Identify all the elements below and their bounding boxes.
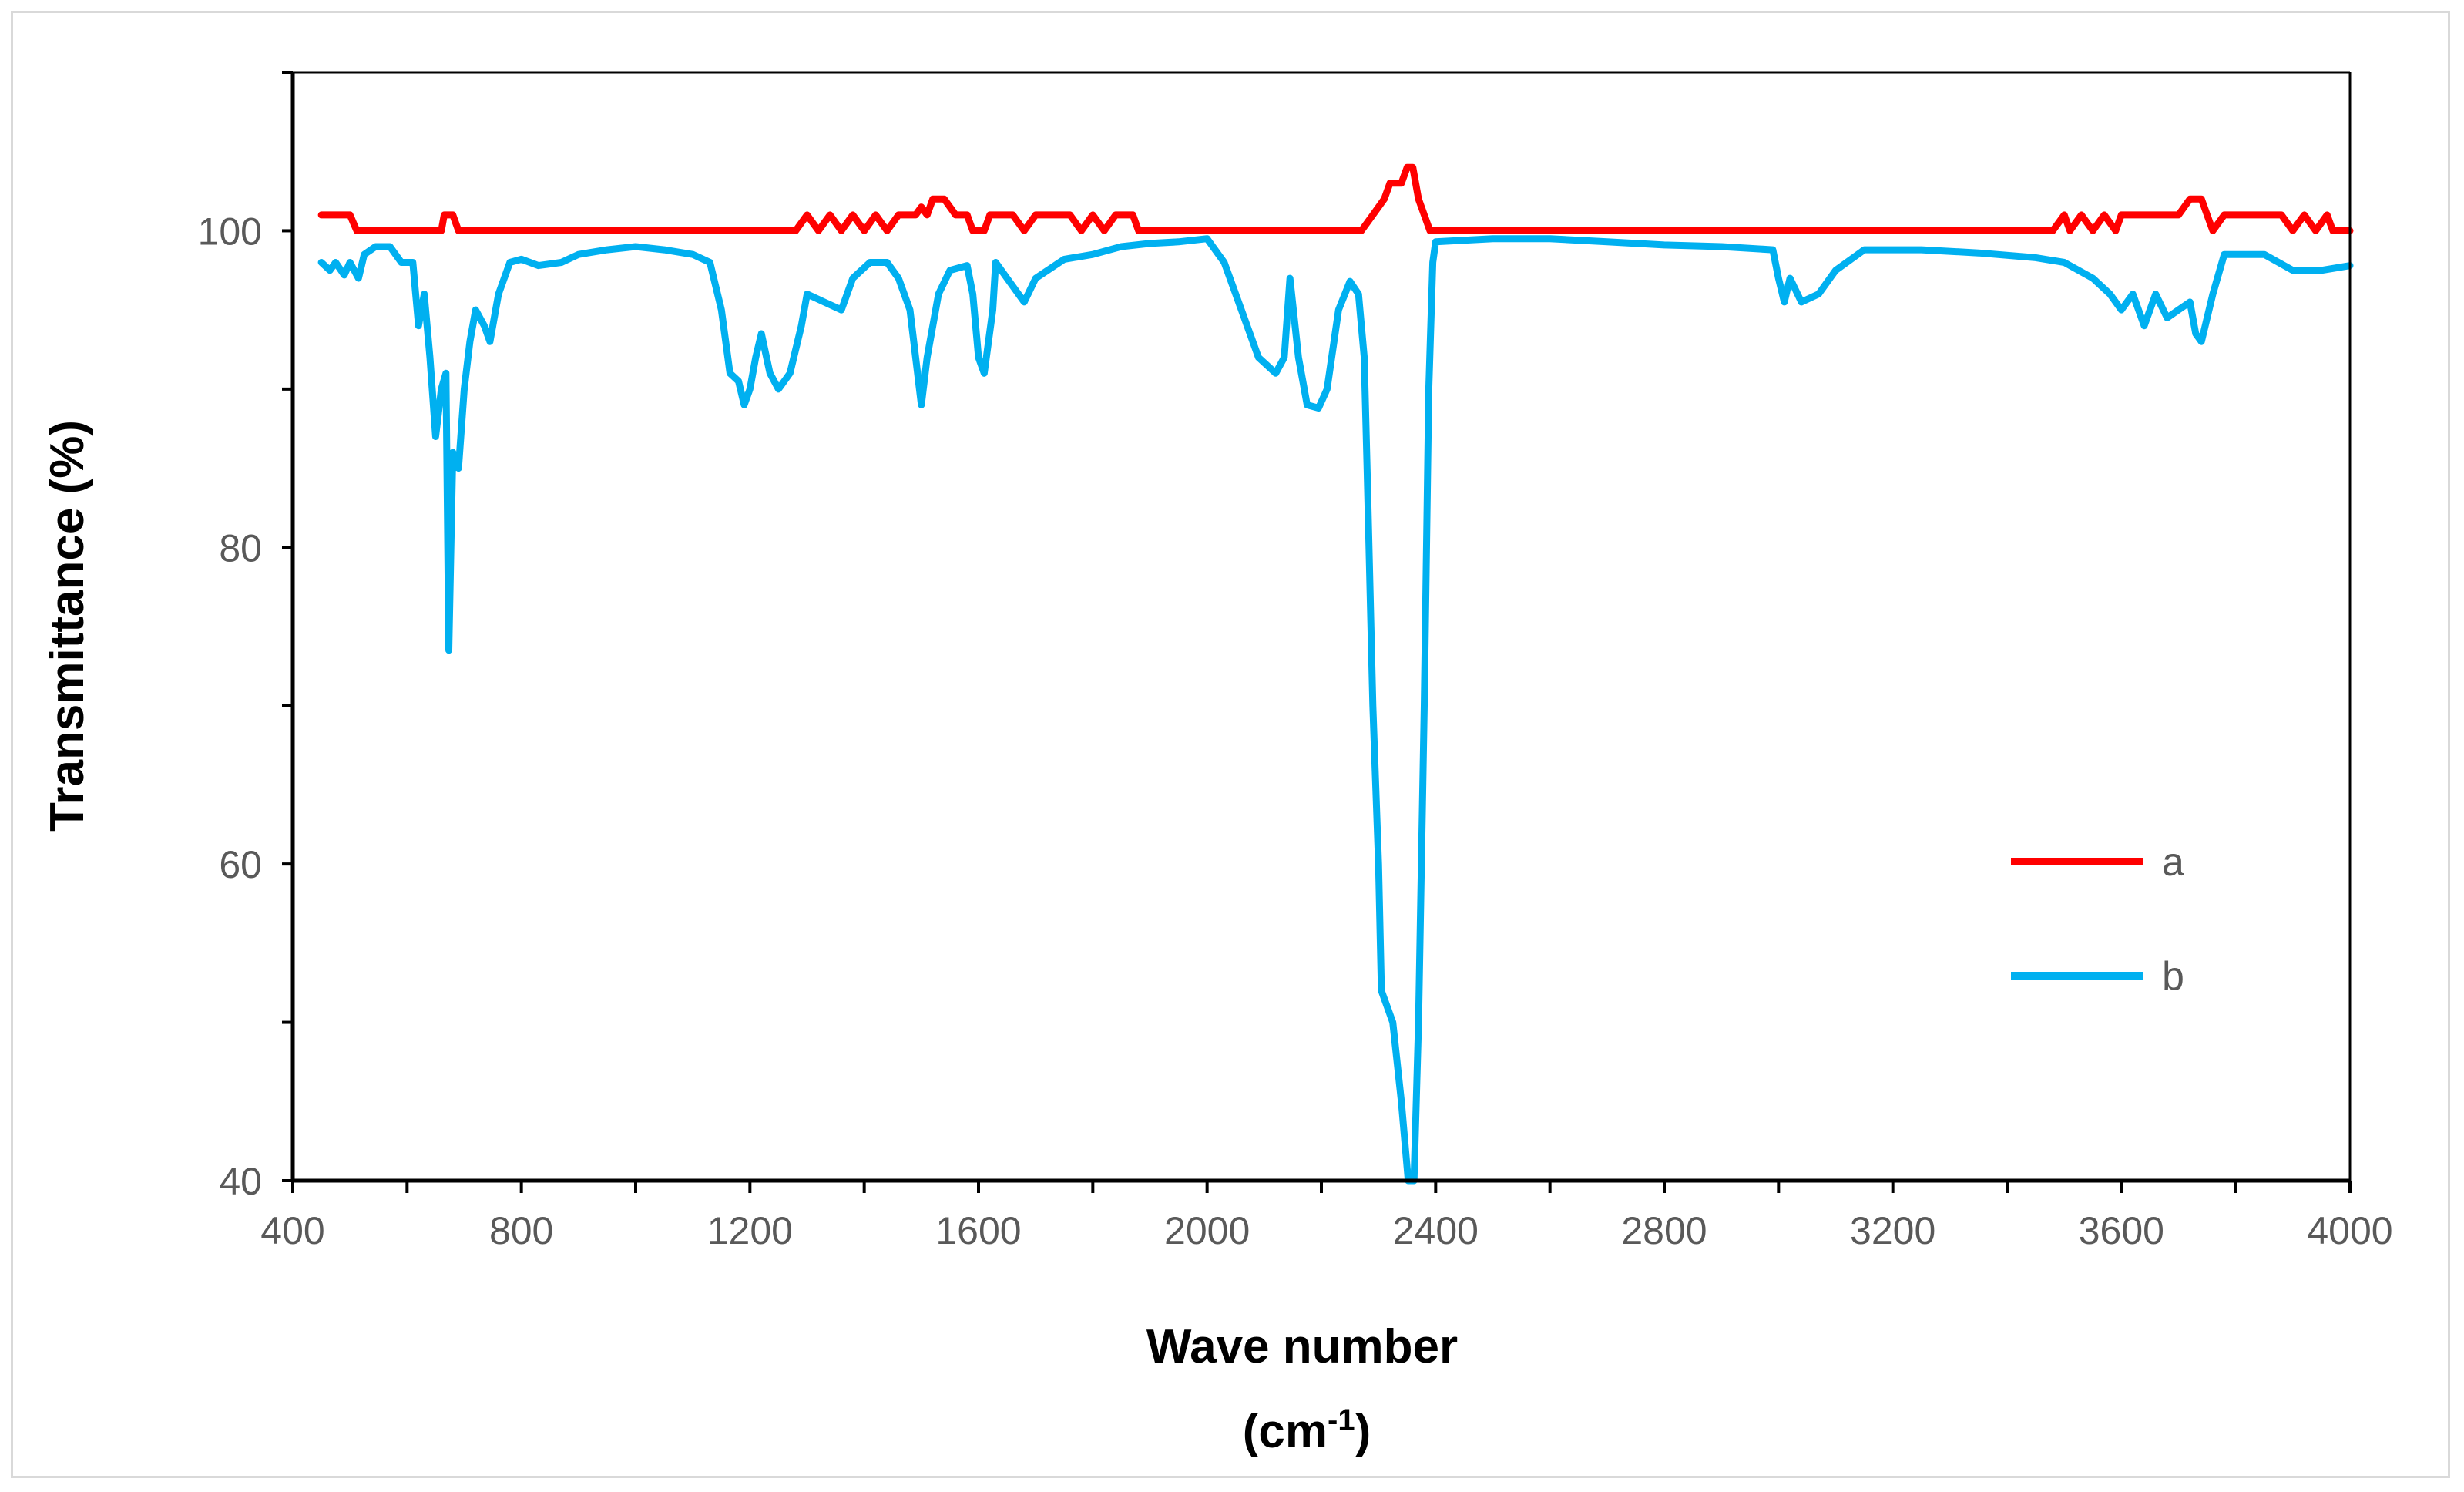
legend-label-a: a <box>2162 840 2184 885</box>
x-axis-unit: (cm-1) <box>1243 1403 1371 1458</box>
x-tick-label: 2000 <box>1164 1209 1250 1252</box>
x-tick-label: 1600 <box>935 1209 1021 1252</box>
y-tick-label: 40 <box>219 1160 262 1203</box>
y-axis-title: Transmittance (%) <box>41 420 94 832</box>
y-tick-label: 100 <box>198 210 262 253</box>
axes-layer <box>290 71 2352 1183</box>
x-tick-label: 4000 <box>2307 1209 2392 1252</box>
series-line-a <box>317 163 2354 234</box>
x-tick-label: 2400 <box>1393 1209 1479 1252</box>
x-axis-unit-end: ) <box>1355 1405 1371 1458</box>
legend: a b <box>2011 840 2184 999</box>
ticks-layer: 400 800 1200 1600 2000 2400 2800 3200 3600 4000 40… <box>198 71 2393 1252</box>
series-line-b <box>317 235 2354 1185</box>
series-layer <box>317 163 2354 1185</box>
x-tick-label: 400 <box>260 1209 324 1252</box>
x-tick-label: 2800 <box>1621 1209 1707 1252</box>
y-tick-label: 80 <box>219 526 262 570</box>
x-axis-unit-base: (cm <box>1243 1405 1328 1458</box>
x-tick-label: 3200 <box>1850 1209 1935 1252</box>
x-tick-label: 800 <box>489 1209 553 1252</box>
x-tick-label: 1200 <box>707 1209 793 1252</box>
chart-frame <box>11 11 2450 1478</box>
y-tick-label: 60 <box>219 843 262 886</box>
legend-label-b: b <box>2162 954 2184 999</box>
x-axis-title: Wave number <box>1146 1320 1458 1373</box>
x-axis-unit-sup: -1 <box>1328 1403 1355 1437</box>
x-tick-label: 3600 <box>2079 1209 2164 1252</box>
